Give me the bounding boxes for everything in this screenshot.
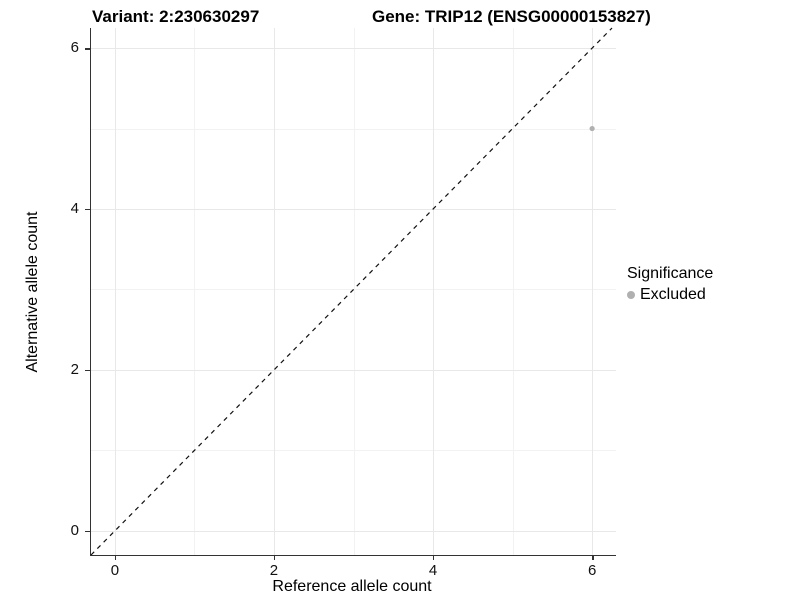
plot-title-variant: Variant: 2:230630297: [92, 7, 260, 26]
y-tick-label: 6: [70, 39, 79, 57]
data-point: [589, 125, 595, 132]
plot-panel: 0 2 4 6 0 2 4 6: [71, 27, 616, 579]
x-tick-mark: [592, 555, 594, 560]
gridline-minor-vertical: [353, 28, 355, 555]
y-axis-label: Alternative allele count: [24, 211, 41, 373]
x-tick-label: 4: [428, 562, 438, 579]
gridline-major-horizontal: [91, 530, 616, 532]
gridline-major-vertical: [592, 28, 594, 555]
gridline-major-horizontal: [91, 48, 616, 50]
x-tick-mark: [114, 555, 117, 560]
plot-panel-inner: 0 2 4 6 0 2 4 6: [71, 27, 616, 579]
legend-entry-label: Excluded: [640, 286, 706, 303]
x-tick-mark: [433, 555, 435, 560]
gridline-minor-vertical: [512, 28, 514, 555]
legend-point-swatch-icon: [627, 291, 635, 299]
gridline-minor-vertical: [194, 28, 196, 555]
legend: Significance Excluded: [627, 265, 713, 304]
gridline-minor-horizontal: [91, 128, 616, 130]
y-tick-label: 0: [70, 521, 79, 539]
gridline-major-vertical: [114, 28, 116, 555]
x-tick-label: 0: [110, 562, 120, 579]
y-tick-label: 2: [70, 360, 79, 378]
legend-entry-excluded: Excluded: [627, 286, 713, 304]
plot-overlay: [90, 27, 613, 556]
plot-title-gene: Gene: TRIP12 (ENSG00000153827): [372, 7, 651, 26]
identity-line: [90, 27, 613, 556]
gridline-major-horizontal: [91, 369, 616, 371]
x-tick-mark: [273, 555, 276, 560]
y-tick-mark: [85, 48, 90, 50]
gridline-minor-horizontal: [91, 450, 616, 452]
x-tick-label: 2: [269, 562, 279, 579]
y-tick-mark: [85, 530, 90, 533]
y-tick-mark: [85, 369, 90, 372]
x-tick-label: 6: [587, 562, 597, 579]
x-axis-label: Reference allele count: [272, 578, 432, 595]
y-tick-label: 4: [70, 200, 79, 218]
y-tick-mark: [85, 209, 90, 211]
gridline-major-horizontal: [91, 209, 616, 211]
gridline-major-vertical: [273, 28, 275, 555]
legend-title: Significance: [627, 265, 714, 282]
gridline-major-vertical: [433, 28, 435, 555]
